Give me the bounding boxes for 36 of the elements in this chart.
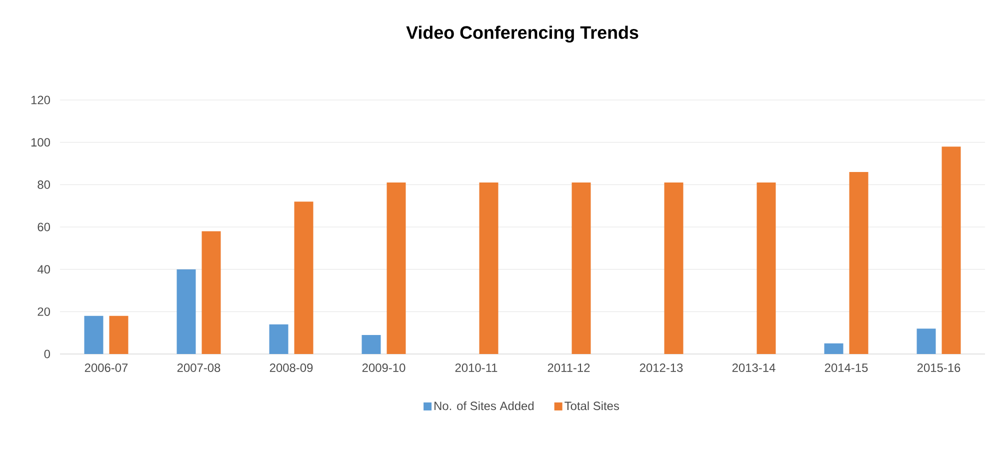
- x-tick-label: 2015-16: [917, 364, 960, 372]
- y-tick-label: 0: [44, 350, 50, 358]
- bar: [294, 202, 314, 354]
- bar: [84, 316, 104, 354]
- x-tick-label: 2011-12: [548, 364, 590, 372]
- legend-label: No. of Sites Added: [434, 401, 534, 410]
- x-tick-label: 2007-08: [177, 364, 220, 372]
- y-tick-label: 20: [38, 307, 50, 316]
- bar: [362, 334, 381, 354]
- legend-label: Total Sites: [564, 401, 620, 410]
- x-tick-label: 2006-07: [84, 364, 128, 372]
- bar: [572, 182, 591, 354]
- x-tick-label: 2013-14: [732, 364, 776, 372]
- x-tick-label: 2008-09: [270, 364, 313, 372]
- x-tick-label: 2009-10: [362, 364, 406, 372]
- y-tick-label: 40: [37, 265, 50, 274]
- x-tick-label: 2010-11: [455, 364, 498, 372]
- bar: [664, 182, 684, 354]
- x-tick-label: 2014-15: [824, 364, 868, 372]
- bar: [849, 172, 868, 354]
- y-tick-label: 120: [31, 96, 50, 104]
- y-tick-label: 60: [38, 222, 50, 232]
- bar: [202, 231, 221, 354]
- bar: [176, 269, 196, 354]
- bar: [109, 316, 128, 354]
- y-tick-label: 80: [38, 180, 50, 189]
- bar: [756, 182, 776, 354]
- y-tick-label: 100: [31, 138, 50, 147]
- bar: [479, 182, 498, 354]
- bar: [824, 343, 844, 354]
- chart-title: Video Conferencing Trends: [406, 26, 638, 42]
- bar: [269, 324, 288, 354]
- bar: [916, 328, 936, 354]
- bar: [942, 146, 961, 354]
- x-tick-label: 2012-13: [640, 364, 683, 372]
- bar: [386, 182, 406, 354]
